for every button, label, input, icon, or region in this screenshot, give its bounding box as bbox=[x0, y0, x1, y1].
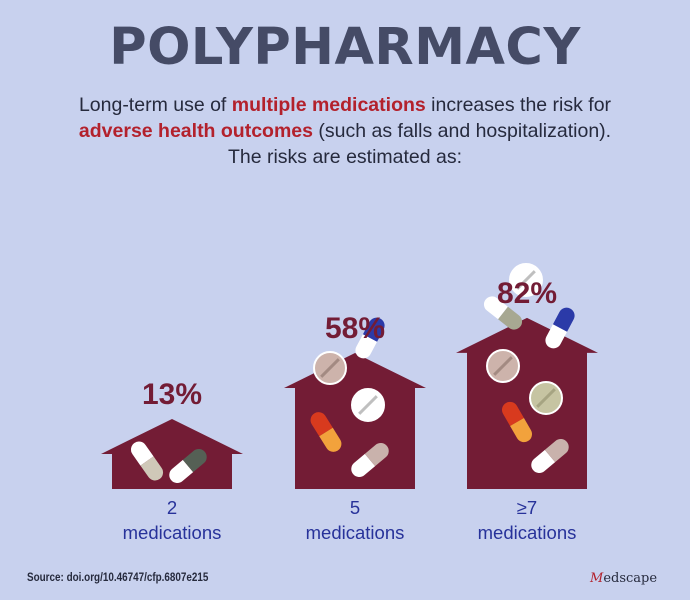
capsule-icon bbox=[531, 439, 569, 473]
category-label-2: 5 medications bbox=[275, 495, 435, 545]
category-label-1: 2 medications bbox=[92, 495, 252, 545]
highlight-multiple-medications: multiple medications bbox=[231, 94, 426, 116]
category-label-2-line-1: 5 bbox=[349, 497, 361, 518]
category-label-3-line-2: medications bbox=[477, 522, 577, 543]
capsule-icon bbox=[130, 441, 164, 481]
brand-logo-rest: edscape bbox=[603, 571, 658, 586]
category-label-1-line-1: 2 bbox=[166, 497, 178, 518]
value-labels: 13% 58% 82% bbox=[142, 277, 557, 411]
capsule-icon bbox=[545, 307, 575, 349]
capsule-icon bbox=[351, 443, 389, 477]
intro-text: Long-term use of multiple medications in… bbox=[0, 92, 690, 170]
tablet-icon bbox=[351, 388, 385, 422]
tablet-icon bbox=[509, 263, 543, 297]
bar-3 bbox=[456, 317, 598, 489]
tablet-icon bbox=[486, 349, 520, 383]
capsule-icon bbox=[483, 296, 523, 330]
bar-1 bbox=[101, 418, 243, 489]
capsule-icon bbox=[355, 317, 385, 359]
tablet-icon bbox=[313, 351, 347, 385]
value-label-3: 82% bbox=[497, 277, 557, 310]
pill-icons bbox=[130, 263, 575, 483]
capsule-icon bbox=[169, 449, 207, 483]
intro-line1-end: increases the risk for bbox=[425, 94, 612, 116]
value-label-1: 13% bbox=[142, 378, 202, 411]
bar-2 bbox=[284, 353, 426, 489]
capsule-icon bbox=[502, 401, 532, 443]
brand-logo-m: M bbox=[590, 571, 604, 586]
intro-line1-start: Long-term use of bbox=[78, 94, 232, 116]
value-label-2: 58% bbox=[325, 312, 385, 345]
category-label-3: ≥7 medications bbox=[447, 495, 607, 545]
brand-logo: Medscape bbox=[590, 571, 657, 586]
intro-line3: The risks are estimated as: bbox=[227, 146, 463, 168]
category-label-2-line-2: medications bbox=[305, 522, 405, 543]
category-label-1-line-2: medications bbox=[122, 522, 222, 543]
highlight-adverse-outcomes: adverse health outcomes bbox=[78, 120, 313, 142]
intro-line2-end: (such as falls and hospitalization). bbox=[313, 120, 612, 142]
category-label-3-line-1: ≥7 bbox=[516, 497, 538, 518]
source-citation: Source: doi.org/10.46747/cfp.6807e215 bbox=[27, 572, 209, 584]
tablet-icon bbox=[529, 381, 563, 415]
capsule-icon bbox=[310, 412, 342, 452]
page-title: POLYPHARMACY bbox=[109, 18, 581, 77]
